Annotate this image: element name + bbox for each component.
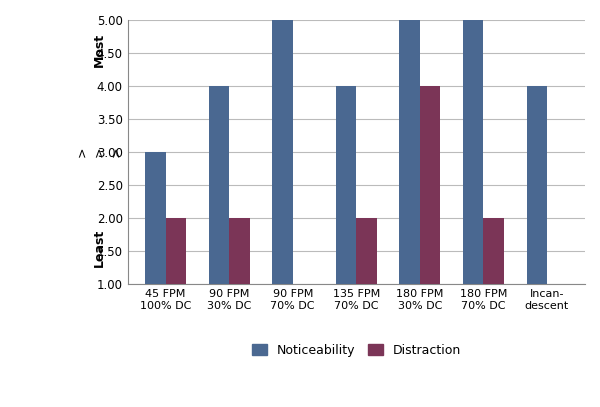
Bar (463, 20, 484, 284)
Bar (484, 218, 503, 284)
Bar (356, 218, 377, 284)
Bar (209, 86, 229, 284)
Bar (527, 86, 547, 284)
Text: Least: Least (92, 228, 106, 267)
Bar (229, 218, 250, 284)
Bar (336, 86, 356, 284)
Bar (166, 218, 186, 284)
Bar (272, 20, 293, 284)
Legend: Noticeability, Distraction: Noticeability, Distraction (251, 344, 461, 357)
Bar (145, 152, 166, 284)
Text: Most: Most (92, 33, 106, 67)
Bar (400, 20, 420, 284)
Bar (420, 86, 440, 284)
Text: >
>
>: > > > (76, 147, 122, 157)
